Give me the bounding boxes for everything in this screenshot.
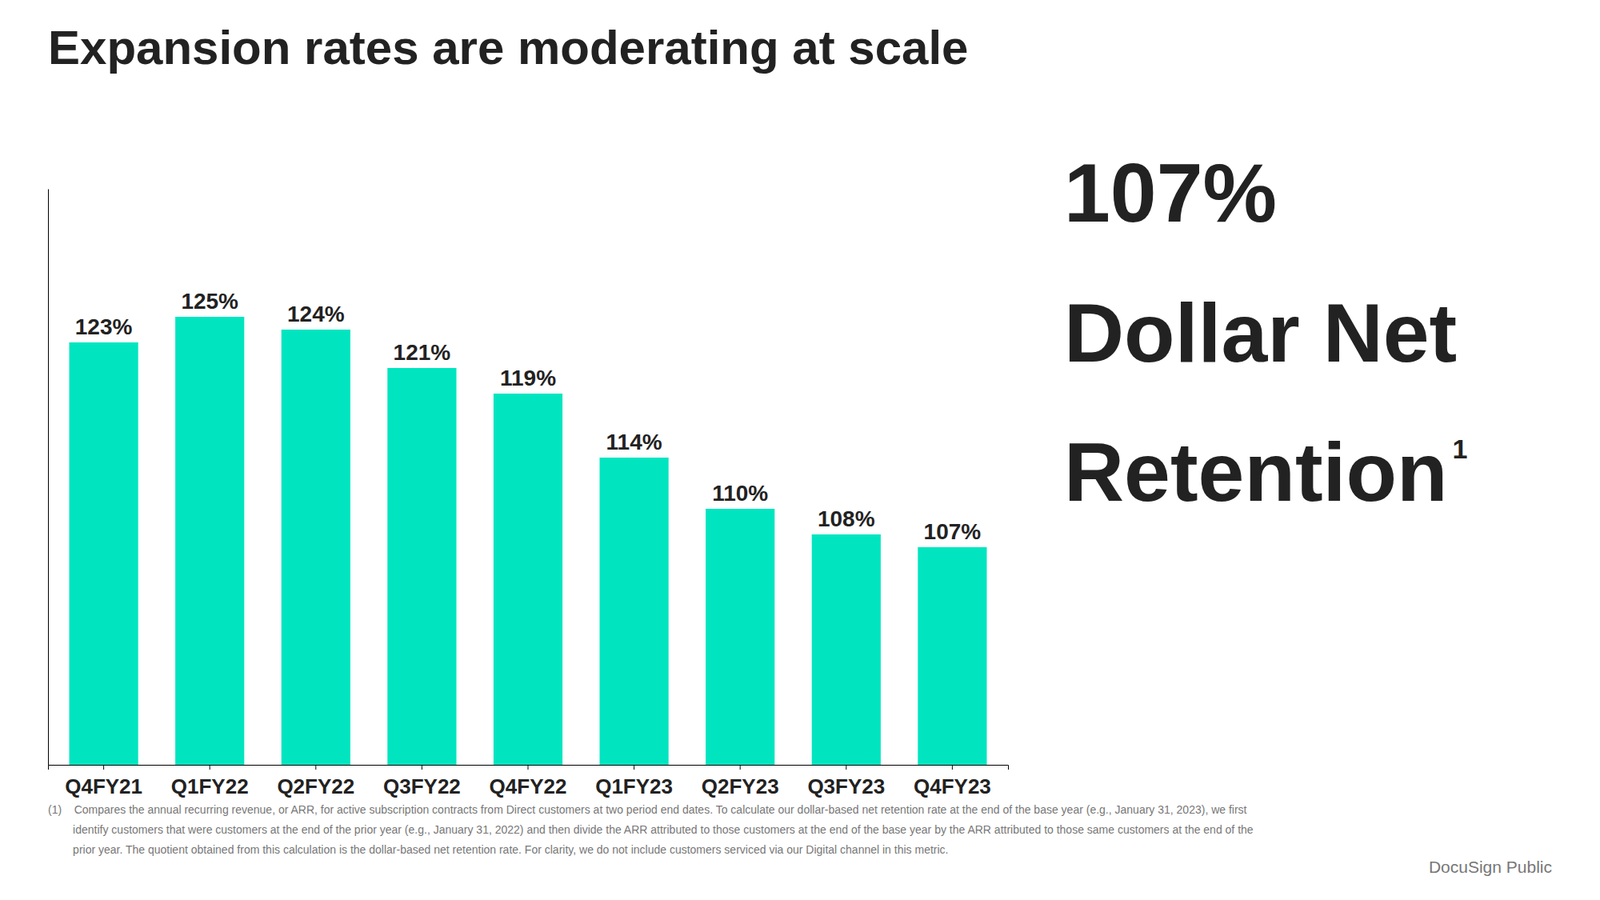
- x-tick: Q4FY22: [489, 764, 568, 799]
- x-tick-mark: [209, 764, 211, 770]
- footer: DocuSign Public: [1428, 857, 1552, 876]
- x-tick-mark: [845, 764, 847, 770]
- x-tick: Q4FY21: [64, 764, 143, 799]
- x-tick-mark: [103, 764, 104, 770]
- x-tick-label: Q4FY21: [64, 774, 143, 799]
- bar: [69, 342, 139, 765]
- x-tick-label: Q1FY23: [595, 774, 673, 799]
- x-tick-label: Q2FY22: [276, 774, 355, 799]
- x-tick-mark: [633, 764, 635, 770]
- data-label: 119%: [500, 365, 556, 391]
- x-tick-mark: [952, 764, 953, 770]
- y-axis: [48, 189, 49, 766]
- footnote: identify customers that were customers a…: [48, 823, 1254, 836]
- annotations: 107% Dollar Net Retention1 (1) Compares the…: [48, 146, 1552, 876]
- bar: [812, 534, 881, 765]
- bars: [69, 316, 988, 765]
- bar: [493, 393, 563, 765]
- x-tick-mark: [528, 764, 529, 770]
- bar: [175, 316, 244, 765]
- data-label: 125%: [180, 288, 239, 314]
- bar: [600, 457, 669, 765]
- x-tick: Q1FY23: [595, 764, 673, 799]
- x-tick: Q2FY22: [276, 764, 355, 799]
- bar: [705, 508, 775, 765]
- x-tick-label: Q3FY23: [807, 774, 885, 799]
- title: Expansion rates are moderating at scale: [48, 20, 968, 75]
- x-tick-label: Q4FY22: [489, 774, 568, 799]
- data-label: 124%: [287, 301, 345, 327]
- x-tick-label: Q2FY23: [701, 774, 780, 799]
- x-tick-label: Q3FY22: [383, 774, 461, 799]
- big-text: Dollar Net: [1064, 286, 1457, 380]
- x-tick: Q4FY23: [913, 764, 992, 799]
- x-tick: Q3FY23: [807, 764, 885, 799]
- data-label: 107%: [924, 519, 982, 544]
- y-axis-line: [48, 189, 49, 766]
- data-label: 114%: [606, 429, 663, 455]
- x-axis-line: [48, 765, 1009, 771]
- superscript: 1: [1452, 433, 1468, 464]
- bar: [281, 329, 351, 765]
- chart: Expansion rates are moderating at scale 1…: [0, 0, 1600, 900]
- x-axis: Q4FY21 Q1FY22 Q2FY22 Q3FY22 Q4FY22 Q1FY23 Q2FY…: [48, 764, 1009, 799]
- x-tick-label: Q4FY23: [913, 774, 992, 799]
- big-text: Retention: [1064, 425, 1448, 519]
- x-tick: Q1FY22: [171, 764, 249, 799]
- data-label: 110%: [712, 480, 768, 506]
- x-tick: Q3FY22: [383, 764, 461, 799]
- x-tick-mark: [421, 764, 423, 770]
- data-label: 121%: [393, 340, 452, 365]
- bar: [917, 547, 987, 765]
- x-tick-label: Q1FY22: [171, 774, 249, 799]
- x-tick-mark: [740, 764, 741, 770]
- data-label: 108%: [817, 506, 876, 532]
- footnote: prior year. The quotient obtained from t…: [48, 843, 948, 856]
- bar: [387, 368, 456, 765]
- x-tick: Q2FY23: [701, 764, 780, 799]
- footnote: (1) Compares the annual recurring revenu…: [48, 803, 1248, 816]
- data-labels: 123% 125% 124% 121% 119% 114% 110% 108% 107%: [75, 288, 981, 544]
- data-label: 123%: [75, 314, 133, 340]
- big-text: 107%: [1064, 146, 1277, 240]
- x-tick-mark: [315, 764, 316, 770]
